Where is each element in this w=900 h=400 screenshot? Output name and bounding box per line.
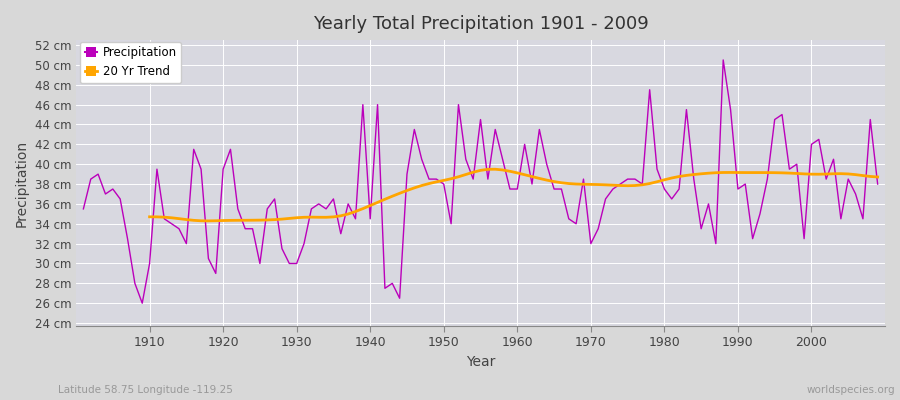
Text: worldspecies.org: worldspecies.org — [807, 385, 896, 395]
Title: Yearly Total Precipitation 1901 - 2009: Yearly Total Precipitation 1901 - 2009 — [312, 15, 648, 33]
Y-axis label: Precipitation: Precipitation — [15, 140, 29, 227]
Legend: Precipitation, 20 Yr Trend: Precipitation, 20 Yr Trend — [80, 42, 182, 83]
X-axis label: Year: Year — [466, 355, 495, 369]
Text: Latitude 58.75 Longitude -119.25: Latitude 58.75 Longitude -119.25 — [58, 385, 233, 395]
